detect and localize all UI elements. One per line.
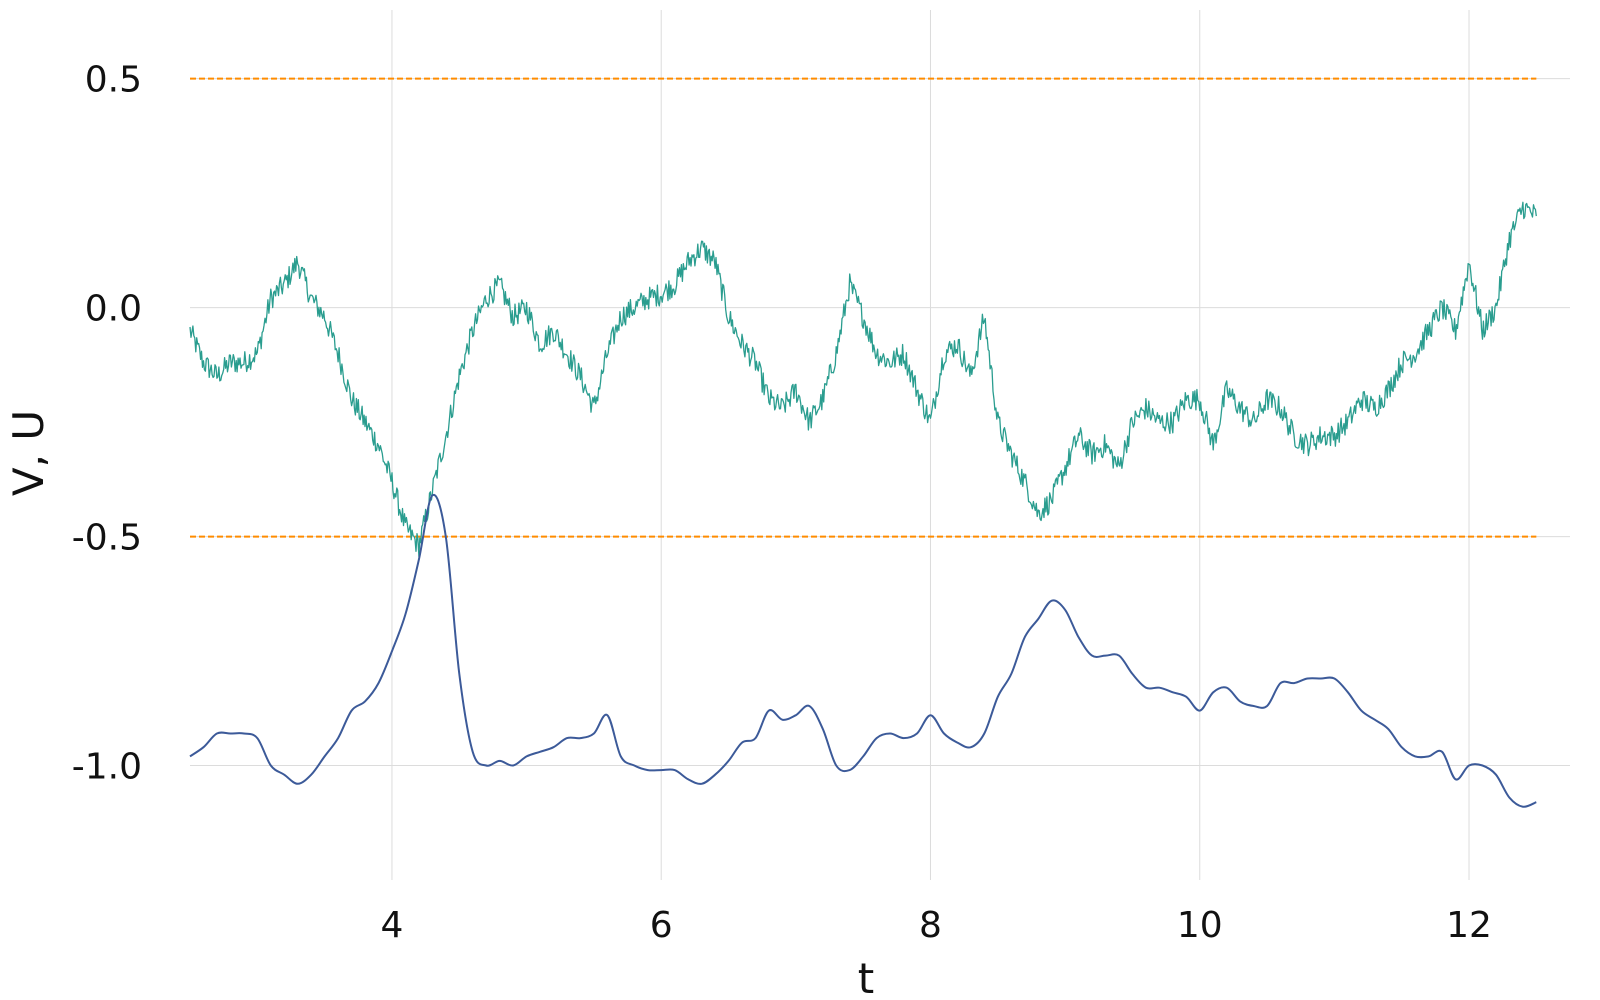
grid (190, 10, 1570, 880)
x-tick-label: 10 (1177, 905, 1223, 946)
x-tick-labels: 4 6 8 10 12 (380, 905, 1491, 946)
y-tick-labels: 0.5 0.0 -0.5 -1.0 (72, 60, 142, 788)
x-axis-label: t (858, 954, 874, 1000)
series-group (189, 201, 1537, 808)
y-axis-label: V, U (4, 410, 53, 496)
series-line-0 (189, 201, 1537, 558)
x-tick-label: 12 (1446, 905, 1492, 946)
y-tick-label: -1.0 (72, 747, 142, 788)
x-tick-label: 8 (919, 905, 942, 946)
threshold-lines (190, 77, 1537, 538)
y-tick-label: 0.5 (85, 60, 142, 101)
x-tick-label: 6 (650, 905, 673, 946)
y-tick-label: -0.5 (72, 518, 142, 559)
y-tick-label: 0.0 (85, 289, 142, 330)
series-line-1 (189, 493, 1537, 808)
x-tick-label: 4 (380, 905, 403, 946)
